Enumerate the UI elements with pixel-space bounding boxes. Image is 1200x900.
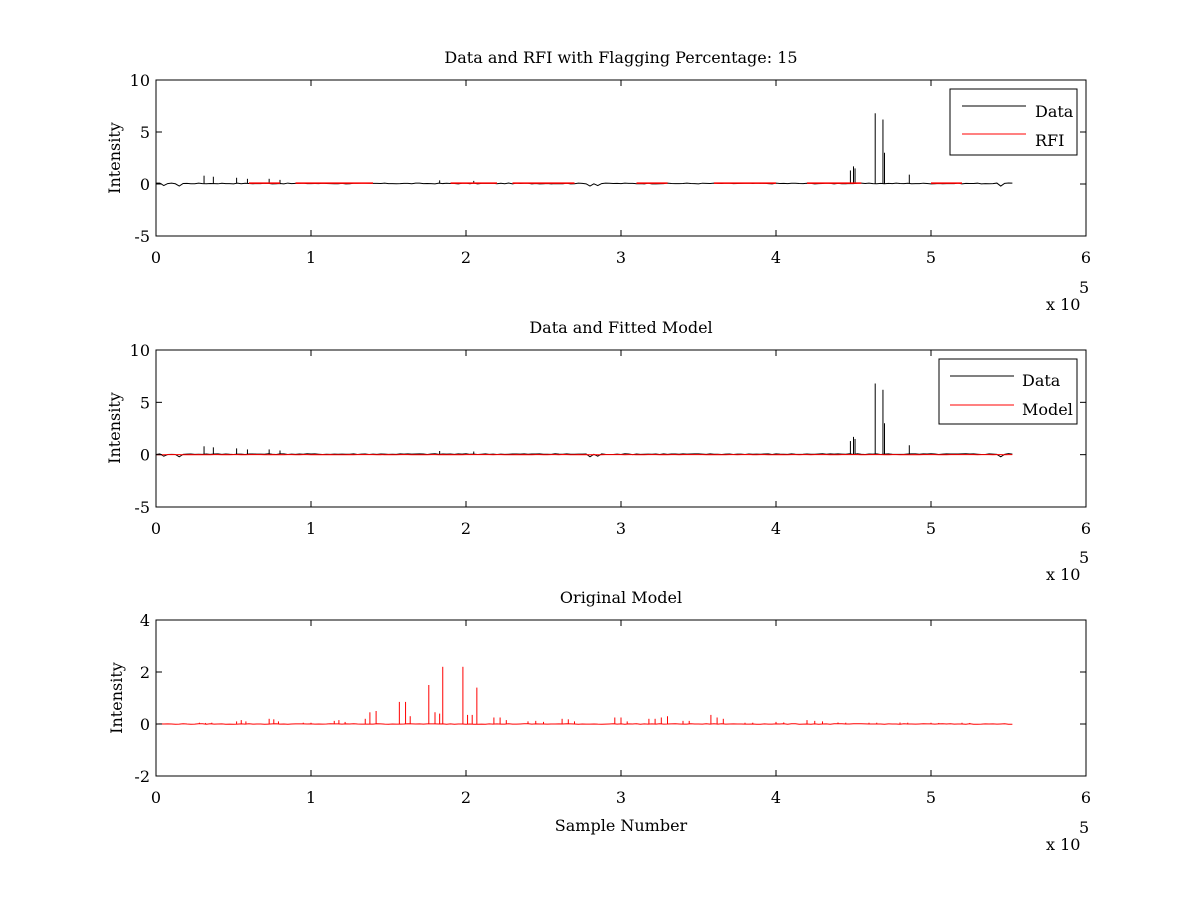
plot-area (155, 666, 1013, 725)
y-tick-label: 5 (140, 393, 150, 412)
x-tick-label: 6 (1081, 248, 1091, 267)
y-axis-label: Intensity (105, 122, 124, 194)
y-tick-label: -5 (134, 227, 150, 246)
legend-label-data: Data (1035, 102, 1074, 121)
panel-data-and-rfi: Data and RFI with Flagging Percentage: 1… (105, 48, 1091, 314)
y-tick-label: 2 (140, 663, 150, 682)
y-tick-label: -5 (134, 498, 150, 517)
x-tick-label: 1 (306, 248, 316, 267)
legend-label-rfi: RFI (1035, 131, 1064, 150)
x-tick-label: 6 (1081, 788, 1091, 807)
legend: Data Model (938, 358, 1078, 425)
series-data-line (155, 453, 1013, 458)
panel-data-and-fitted-model: Data and Fitted Model Intensity 0 1 2 3 4 5 6 1… (105, 318, 1091, 584)
series-model-line (155, 723, 1013, 725)
y-tick-label: 0 (140, 446, 150, 465)
x-tick-label: 1 (306, 788, 316, 807)
x-tick-label: 3 (616, 519, 626, 538)
legend: Data RFI (949, 88, 1078, 156)
legend-box (949, 88, 1078, 156)
y-tick-label: 0 (140, 175, 150, 194)
x-tick-label: 4 (771, 248, 781, 267)
x-multiplier-exponent: 5 (1079, 548, 1089, 567)
x-tick-label: 2 (461, 519, 471, 538)
y-tick-label: 5 (140, 123, 150, 142)
y-axis-label: Intensity (107, 662, 126, 734)
plot-area (155, 113, 1013, 187)
x-tick-label: 0 (151, 519, 161, 538)
x-tick-label: 5 (926, 519, 936, 538)
chart-title: Data and RFI with Flagging Percentage: 1… (444, 48, 797, 67)
x-tick-label: 2 (461, 788, 471, 807)
legend-label-data: Data (1022, 371, 1061, 390)
x-tick-label: 0 (151, 788, 161, 807)
y-tick-label: 10 (130, 71, 150, 90)
legend-box (938, 358, 1078, 425)
x-tick-label: 4 (771, 788, 781, 807)
x-tick-label: 1 (306, 519, 316, 538)
x-tick-label: 3 (616, 248, 626, 267)
x-axis-label: Sample Number (555, 816, 688, 835)
x-tick-label: 3 (616, 788, 626, 807)
y-tick-label: 10 (130, 341, 150, 360)
x-tick-label: 5 (926, 788, 936, 807)
plot-area (155, 383, 1013, 458)
x-multiplier-base: x 10 (1046, 835, 1080, 854)
legend-label-model: Model (1022, 400, 1073, 419)
x-multiplier-exponent: 5 (1079, 818, 1089, 837)
x-tick-label: 0 (151, 248, 161, 267)
y-tick-label: -2 (134, 767, 150, 786)
x-multiplier-exponent: 5 (1079, 278, 1089, 297)
x-multiplier-base: x 10 (1046, 565, 1080, 584)
x-tick-label: 2 (461, 248, 471, 267)
x-tick-label: 5 (926, 248, 936, 267)
chart-title: Data and Fitted Model (529, 318, 712, 337)
x-multiplier-base: x 10 (1046, 295, 1080, 314)
x-tick-label: 6 (1081, 519, 1091, 538)
y-axis-label: Intensity (105, 392, 124, 464)
chart-title: Original Model (560, 588, 682, 607)
y-tick-label: 0 (140, 715, 150, 734)
x-tick-label: 4 (771, 519, 781, 538)
y-tick-label: 4 (140, 611, 150, 630)
